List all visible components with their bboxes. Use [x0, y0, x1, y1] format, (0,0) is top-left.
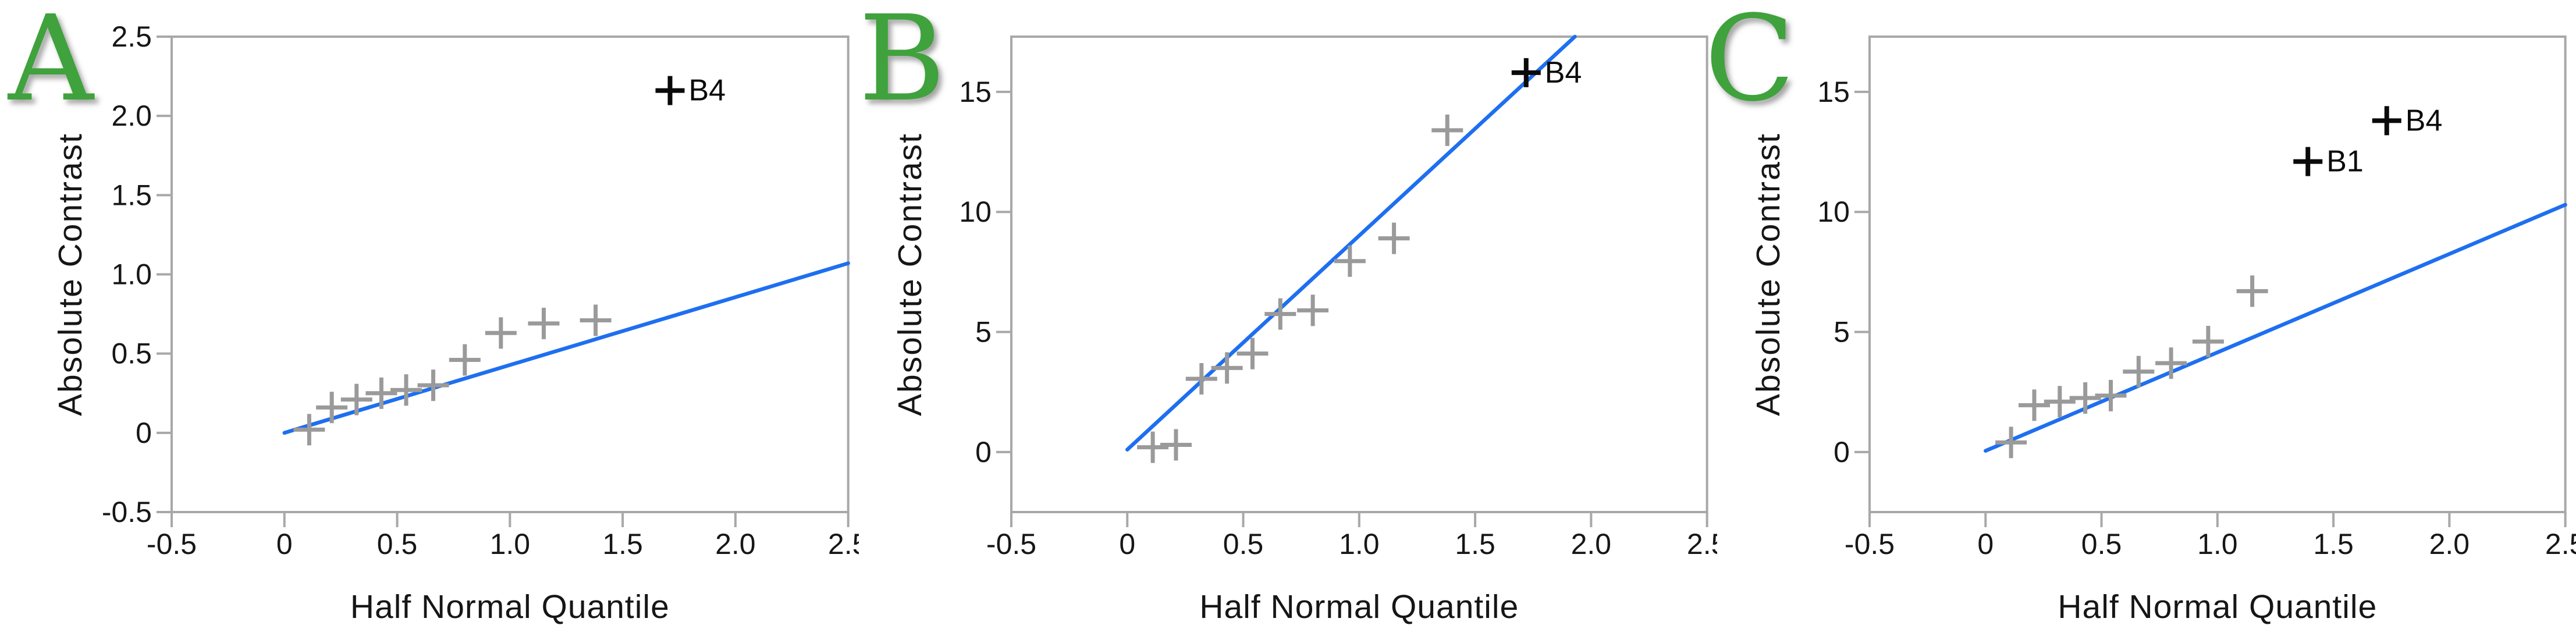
data-point-marker [316, 392, 348, 424]
x-axis-title: Half Normal Quantile [2058, 588, 2378, 626]
data-point-marker [1334, 245, 1366, 277]
x-tick-label: 2.5 [1687, 528, 1718, 560]
y-axis-title: Absolute Contrast [52, 133, 89, 416]
x-tick-label: 0.5 [1223, 528, 1263, 560]
x-axis-title: Half Normal Quantile [1199, 588, 1519, 626]
outlier-label: B4 [688, 74, 726, 108]
panel-letter-a: A [8, 0, 94, 127]
data-point-marker [2044, 386, 2076, 418]
data-point-marker [1237, 337, 1269, 369]
panel-a: A -0.5 0 0.5 1.0 1.5 2.0 2.5 -0.5 0 0.5 1.0 1.5 2.0 2… [0, 0, 859, 636]
outlier-marker [2372, 106, 2402, 136]
panel-b: B -0.5 0 0.5 1.0 1.5 2.0 2.5 0 5 10 15 Half Normal … [859, 0, 1718, 636]
data-point-marker [1296, 294, 1328, 326]
data-point-marker [2069, 382, 2101, 414]
halfnormal-plot-b: -0.5 0 0.5 1.0 1.5 2.0 2.5 0 5 10 15 Half Normal Qu… [891, 34, 1718, 626]
halfnormal-plot-a: -0.5 0 0.5 1.0 1.5 2.0 2.5 -0.5 0 0.5 1.0 1.5 2.0 2.5… [52, 20, 859, 626]
y-tick-label: 2.5 [111, 20, 151, 53]
outlier-marker [1511, 58, 1541, 87]
y-axis-title: Absolute Contrast [1750, 133, 1787, 416]
panel-letter-b: B [858, 0, 946, 127]
y-tick-label: -0.5 [102, 496, 152, 528]
fit-line [1984, 202, 2568, 453]
x-tick-label: 0.5 [2081, 528, 2122, 560]
data-point-marker [1431, 114, 1463, 146]
data-point-marker [365, 377, 397, 409]
x-tick-label: -0.5 [1845, 528, 1895, 560]
x-tick-label: -0.5 [147, 528, 197, 560]
y-tick-label: 0.5 [111, 337, 151, 370]
y-tick-label: 5 [1834, 316, 1850, 349]
x-tick-label: 1.5 [1455, 528, 1495, 560]
y-tick-label: 10 [1818, 196, 1850, 228]
fit-line [1125, 34, 1577, 452]
x-tick-label: 2.0 [1571, 528, 1611, 560]
x-tick-label: 1.0 [490, 528, 531, 560]
y-tick-label: 0 [1834, 436, 1850, 468]
y-tick-label: 5 [975, 316, 992, 349]
outlier-label: B1 [2327, 145, 2364, 179]
data-point-marker [1995, 427, 2027, 459]
x-tick-label: 2.0 [2429, 528, 2470, 560]
y-tick-label: 2.0 [111, 100, 151, 132]
x-tick-label: 0 [1119, 528, 1135, 560]
y-tick-label: 0 [975, 436, 992, 468]
data-point-marker [1378, 222, 1410, 254]
y-axis-title: Absolute Contrast [891, 133, 929, 416]
panel-c: C -0.5 0 0.5 1.0 1.5 2.0 2.5 0 5 10 15 Half Normal … [1704, 0, 2576, 636]
data-point-marker [417, 369, 449, 402]
x-tick-label: 1.5 [2314, 528, 2354, 560]
data-point-marker [390, 374, 422, 406]
y-tick-label: 0 [136, 417, 152, 449]
x-tick-label: 0.5 [377, 528, 418, 560]
data-point-marker [2095, 379, 2127, 411]
x-tick-label: 0 [276, 528, 293, 560]
y-tick-label: 1.5 [111, 179, 151, 211]
x-tick-label: 1.0 [2197, 528, 2238, 560]
x-tick-label: 2.0 [715, 528, 756, 560]
x-tick-label: 2.5 [828, 528, 859, 560]
y-tick-label: 15 [1818, 76, 1850, 108]
data-point-marker [2155, 347, 2187, 379]
outlier-label: B4 [2406, 104, 2443, 137]
outlier-marker [655, 76, 685, 105]
data-point-marker [449, 344, 481, 376]
y-tick-label: 15 [959, 76, 992, 108]
x-tick-label: -0.5 [986, 528, 1036, 560]
plot-frame [1868, 35, 2567, 513]
outlier-marker [2293, 147, 2323, 176]
panel-letter-c: C [1704, 0, 1795, 127]
data-point-marker [2193, 326, 2225, 358]
data-point-marker [1264, 298, 1296, 330]
data-point-marker [2019, 389, 2051, 421]
data-point-marker [1211, 352, 1243, 384]
data-point-marker [2236, 275, 2268, 307]
plot-frame [170, 35, 850, 513]
data-point-marker [1185, 363, 1217, 395]
plot-frame [1010, 35, 1708, 513]
data-point-marker [528, 307, 560, 339]
x-tick-label: 2.5 [2545, 528, 2576, 560]
halfnormal-plot-c: -0.5 0 0.5 1.0 1.5 2.0 2.5 0 5 10 15 Half Normal Qu… [1750, 35, 2576, 626]
x-tick-label: 1.0 [1339, 528, 1380, 560]
y-tick-label: 1.0 [111, 258, 151, 291]
data-point-marker [580, 304, 612, 336]
x-axis-title: Half Normal Quantile [350, 588, 670, 626]
data-point-marker [485, 317, 517, 349]
y-tick-label: 10 [959, 196, 992, 228]
fit-line [282, 261, 850, 435]
data-point-marker [1136, 431, 1168, 463]
data-point-marker [2123, 356, 2155, 388]
data-point-marker [340, 383, 372, 415]
data-point-marker [1160, 429, 1192, 461]
x-tick-label: 1.5 [602, 528, 642, 560]
data-point-marker [293, 414, 325, 446]
x-tick-label: 0 [1978, 528, 1994, 560]
outlier-label: B4 [1544, 56, 1582, 90]
